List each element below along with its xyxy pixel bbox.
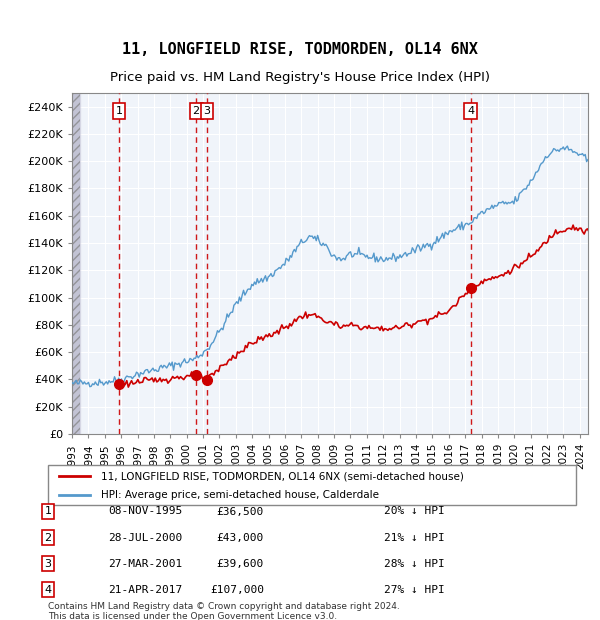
Text: 2: 2 <box>193 106 200 116</box>
Text: 28-JUL-2000: 28-JUL-2000 <box>108 533 182 542</box>
Text: 20% ↓ HPI: 20% ↓ HPI <box>384 507 445 516</box>
Text: HPI: Average price, semi-detached house, Calderdale: HPI: Average price, semi-detached house,… <box>101 490 379 500</box>
Text: £39,600: £39,600 <box>217 559 264 569</box>
Text: 1: 1 <box>44 507 52 516</box>
Text: 21-APR-2017: 21-APR-2017 <box>108 585 182 595</box>
Text: 4: 4 <box>44 585 52 595</box>
Text: 27-MAR-2001: 27-MAR-2001 <box>108 559 182 569</box>
Text: 27% ↓ HPI: 27% ↓ HPI <box>384 585 445 595</box>
Text: 11, LONGFIELD RISE, TODMORDEN, OL14 6NX (semi-detached house): 11, LONGFIELD RISE, TODMORDEN, OL14 6NX … <box>101 471 464 481</box>
Bar <box>72 93 80 434</box>
Text: 21% ↓ HPI: 21% ↓ HPI <box>384 533 445 542</box>
Text: Contains HM Land Registry data © Crown copyright and database right 2024.: Contains HM Land Registry data © Crown c… <box>48 602 400 611</box>
Text: 2: 2 <box>44 533 52 542</box>
Text: This data is licensed under the Open Government Licence v3.0.: This data is licensed under the Open Gov… <box>48 612 337 620</box>
Text: 11, LONGFIELD RISE, TODMORDEN, OL14 6NX: 11, LONGFIELD RISE, TODMORDEN, OL14 6NX <box>122 42 478 57</box>
FancyBboxPatch shape <box>48 465 576 505</box>
Text: Price paid vs. HM Land Registry's House Price Index (HPI): Price paid vs. HM Land Registry's House … <box>110 71 490 84</box>
Text: 3: 3 <box>203 106 211 116</box>
Text: 3: 3 <box>44 559 52 569</box>
Text: £36,500: £36,500 <box>217 507 264 516</box>
Text: 4: 4 <box>467 106 474 116</box>
Text: 08-NOV-1995: 08-NOV-1995 <box>108 507 182 516</box>
Text: £43,000: £43,000 <box>217 533 264 542</box>
Text: £107,000: £107,000 <box>210 585 264 595</box>
Text: 1: 1 <box>115 106 122 116</box>
Bar <box>72 93 80 434</box>
Text: 28% ↓ HPI: 28% ↓ HPI <box>384 559 445 569</box>
